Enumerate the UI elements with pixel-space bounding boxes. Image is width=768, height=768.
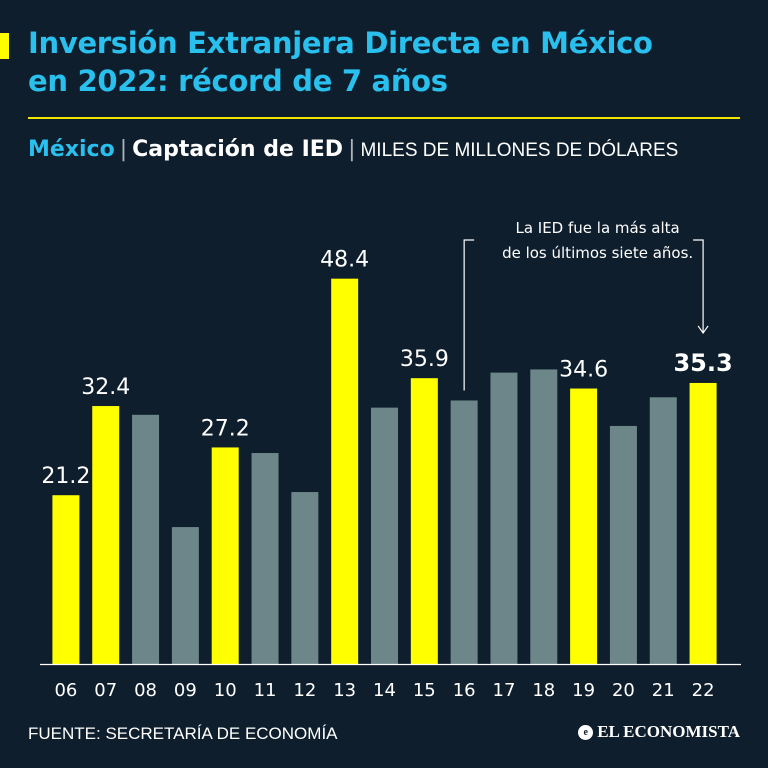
value-label-19: 34.6	[559, 358, 608, 383]
bar-13	[331, 278, 359, 664]
value-labels-layer: 21.2 32.4 27.2 48.4 35.9 34.6 35.3	[41, 248, 732, 490]
bar-15	[410, 378, 438, 664]
value-label-22: 35.3	[673, 349, 732, 377]
tick-label-10: 10	[214, 680, 237, 701]
value-label-06: 21.2	[41, 464, 90, 489]
annotation-text-line-2: de los últimos siete años.	[502, 244, 693, 262]
tick-label-22: 22	[692, 680, 715, 701]
bar-22	[689, 382, 717, 664]
bar-11	[251, 453, 279, 664]
bars-layer	[52, 278, 717, 664]
tick-label-16: 16	[453, 680, 476, 701]
tick-label-11: 11	[254, 680, 277, 701]
accent-bar	[0, 33, 9, 59]
tick-label-21: 21	[652, 680, 675, 701]
subtitle-metric: Captación de IED	[132, 137, 344, 162]
brand-name: EL ECONOMISTA	[597, 722, 740, 741]
e-logo-icon: e	[578, 724, 594, 740]
subtitle-separator-1: |	[119, 137, 128, 162]
annotation-bracket	[463, 239, 704, 391]
tick-label-18: 18	[532, 680, 555, 701]
tick-label-19: 19	[572, 680, 595, 701]
tick-label-13: 13	[333, 680, 356, 701]
tick-label-14: 14	[373, 680, 396, 701]
subtitle-unit: MILES DE MILLONES DE DÓLARES	[360, 140, 679, 161]
tick-label-06: 06	[54, 680, 77, 701]
bar-09	[171, 527, 199, 664]
tick-label-17: 17	[493, 680, 516, 701]
subtitle-country: México	[28, 137, 115, 162]
tick-labels-layer: 06 07 08 09 10 11 12 13 14 15 16 17 18 19 20 21 22	[54, 680, 714, 701]
annotation-arrowhead	[697, 325, 709, 334]
tick-label-12: 12	[293, 680, 316, 701]
bar-07	[92, 406, 120, 664]
bar-17	[490, 372, 518, 664]
brand-logo: e EL ECONOMISTA	[578, 722, 740, 742]
bar-21	[649, 397, 677, 664]
bar-10	[211, 447, 239, 664]
bar-08	[132, 414, 160, 664]
bar-20	[609, 425, 637, 664]
value-label-07: 32.4	[81, 375, 130, 400]
title-line-2: en 2022: récord de 7 años	[28, 64, 448, 98]
tick-label-15: 15	[413, 680, 436, 701]
annotation: La IED fue la más alta de los últimos si…	[463, 219, 709, 391]
tick-label-20: 20	[612, 680, 635, 701]
tick-label-07: 07	[94, 680, 117, 701]
value-label-10: 27.2	[201, 416, 250, 441]
value-label-15: 35.9	[400, 347, 449, 372]
bar-19	[570, 388, 598, 664]
chart-title: Inversión Extranjera Directa en México e…	[28, 24, 653, 100]
bar-18	[530, 369, 558, 664]
value-label-13: 48.4	[320, 248, 369, 273]
bar-16	[450, 400, 478, 664]
chart-subtitle: México | Captación de IED | MILES DE MILLONE…	[28, 135, 678, 166]
subtitle-separator-2: |	[348, 137, 356, 162]
tick-label-08: 08	[134, 680, 157, 701]
tick-label-09: 09	[174, 680, 197, 701]
annotation-text-line-1: La IED fue la más alta	[515, 219, 679, 237]
title-line-1: Inversión Extranjera Directa en México	[28, 26, 653, 60]
source-note: FUENTE: SECRETARÍA DE ECONOMÍA	[28, 724, 338, 743]
title-divider	[28, 117, 740, 119]
bar-14	[371, 407, 398, 664]
bar-12	[291, 492, 319, 664]
bar-06	[52, 495, 80, 664]
